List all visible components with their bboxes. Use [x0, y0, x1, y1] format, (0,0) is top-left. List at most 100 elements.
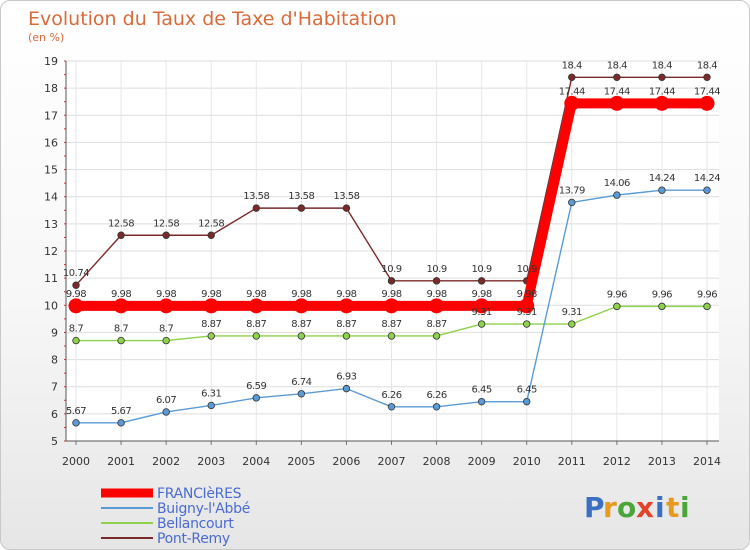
- y-tick-label: 7: [51, 381, 58, 394]
- data-point: [429, 298, 445, 314]
- data-label: 9.98: [156, 289, 176, 300]
- data-point: [162, 231, 170, 239]
- series-lines: [68, 73, 715, 427]
- data-point: [203, 298, 219, 314]
- legend-label: Bellancourt: [157, 516, 234, 532]
- data-point: [252, 332, 260, 340]
- data-label: 10.9: [381, 264, 401, 275]
- data-point: [207, 231, 215, 239]
- data-label: 10.9: [426, 264, 446, 275]
- data-label: 9.98: [111, 289, 131, 300]
- logo-letter: P: [584, 491, 605, 524]
- x-tick-label: 2013: [648, 455, 676, 468]
- data-point: [658, 73, 666, 81]
- data-point: [387, 332, 396, 340]
- data-label: 9.98: [246, 289, 266, 300]
- logo-letter: t: [666, 491, 679, 524]
- data-point: [568, 198, 576, 207]
- data-point: [703, 186, 711, 194]
- data-point: [387, 277, 396, 285]
- data-point: [72, 336, 80, 345]
- data-point: [523, 397, 531, 406]
- data-point: [252, 394, 260, 402]
- data-label: 9.98: [201, 289, 221, 300]
- data-point: [654, 95, 670, 111]
- logo-letter: r: [603, 491, 617, 524]
- data-point: [338, 298, 354, 314]
- chart-subtitle: (en %): [28, 31, 64, 44]
- data-point: [117, 231, 125, 239]
- data-label: 9.98: [426, 289, 446, 300]
- y-tick-label: 11: [44, 272, 58, 285]
- x-tick-label: 2000: [62, 455, 90, 468]
- data-label: 18.4: [562, 60, 582, 71]
- data-point: [658, 302, 666, 311]
- data-label: 18.4: [652, 60, 672, 71]
- data-label: 14.24: [694, 173, 720, 184]
- y-tick-label: 8: [51, 354, 58, 367]
- data-label: 6.07: [156, 395, 176, 406]
- data-label: 6.31: [201, 388, 221, 399]
- x-tick-label: 2014: [693, 455, 721, 468]
- data-point: [477, 397, 486, 406]
- data-point: [68, 298, 84, 314]
- data-label: 8.87: [246, 319, 266, 330]
- y-tick-label: 12: [44, 245, 58, 258]
- data-labels: 9.98 9.98 9.98 9.98 9.98 9.98 9.98 9.98 9.98 9.98…: [63, 60, 721, 417]
- data-label: 10.9: [472, 264, 492, 275]
- data-label: 9.96: [607, 289, 627, 300]
- data-label: 6.45: [472, 385, 492, 396]
- y-tick-label: 13: [44, 218, 58, 231]
- data-label: 9.98: [472, 289, 492, 300]
- data-label: 6.45: [517, 385, 537, 396]
- y-tick-label: 19: [44, 55, 58, 68]
- proxiti-logo: Pr o x i t i: [584, 491, 690, 524]
- data-point: [477, 277, 486, 285]
- data-point: [387, 403, 396, 411]
- data-point: [117, 419, 125, 427]
- data-point: [72, 281, 80, 289]
- data-label: 17.44: [649, 86, 675, 97]
- data-label: 17.44: [559, 86, 585, 97]
- data-label: 13.58: [243, 191, 269, 202]
- data-point: [113, 298, 129, 314]
- data-label: 18.4: [697, 60, 717, 71]
- logo-letter: i: [680, 491, 690, 524]
- data-point: [162, 336, 170, 345]
- y-tick-label: 6: [51, 408, 58, 421]
- data-label: 13.79: [559, 185, 585, 196]
- x-tick-label: 2011: [558, 455, 586, 468]
- data-label: 9.98: [66, 289, 86, 300]
- data-label: 9.31: [472, 307, 492, 318]
- data-label: 9.98: [381, 289, 401, 300]
- x-tick-label: 2003: [197, 455, 225, 468]
- legend: FRANCIèRESBuigny-l'AbbéBellancourtPont-R…: [101, 486, 250, 547]
- data-label: 12.58: [198, 218, 224, 229]
- data-label: 12.58: [108, 218, 134, 229]
- data-point: [613, 302, 621, 311]
- x-tick-label: 2008: [423, 455, 451, 468]
- data-label: 8.87: [426, 319, 446, 330]
- y-tick-label: 17: [44, 109, 58, 122]
- data-point: [72, 419, 80, 427]
- data-point: [342, 204, 351, 212]
- data-point: [609, 95, 625, 111]
- data-label: 9.96: [697, 289, 717, 300]
- data-point: [703, 73, 711, 81]
- chart-title: Evolution du Taux de Taxe d'Habitation: [28, 8, 397, 30]
- x-tick-label: 2006: [332, 455, 360, 468]
- y-tick-label: 18: [44, 82, 58, 95]
- data-label: 13.58: [288, 191, 314, 202]
- data-label: 8.87: [291, 319, 311, 330]
- data-point: [207, 401, 215, 410]
- data-point: [297, 332, 306, 340]
- y-tick-label: 5: [51, 435, 58, 448]
- data-point: [248, 298, 264, 314]
- y-tick-label: 9: [51, 326, 58, 339]
- data-label: 14.06: [604, 178, 630, 189]
- data-label: 6.26: [426, 390, 446, 401]
- x-tick-label: 2007: [378, 455, 406, 468]
- data-label: 9.98: [291, 289, 311, 300]
- logo-letter: i: [655, 491, 665, 524]
